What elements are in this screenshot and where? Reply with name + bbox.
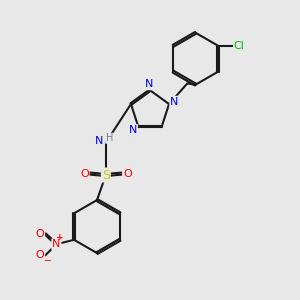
Text: −: − (44, 256, 52, 266)
Text: Cl: Cl (234, 41, 245, 51)
Text: N: N (129, 125, 137, 135)
Text: +: + (56, 233, 64, 242)
Text: N: N (52, 239, 61, 249)
Text: O: O (35, 250, 44, 260)
Text: S: S (102, 169, 110, 182)
Text: O: O (123, 169, 132, 178)
Text: N: N (95, 136, 103, 146)
Text: O: O (80, 169, 89, 178)
Text: H: H (106, 133, 113, 143)
Text: N: N (145, 79, 154, 89)
Text: O: O (35, 229, 44, 239)
Text: N: N (170, 97, 178, 107)
